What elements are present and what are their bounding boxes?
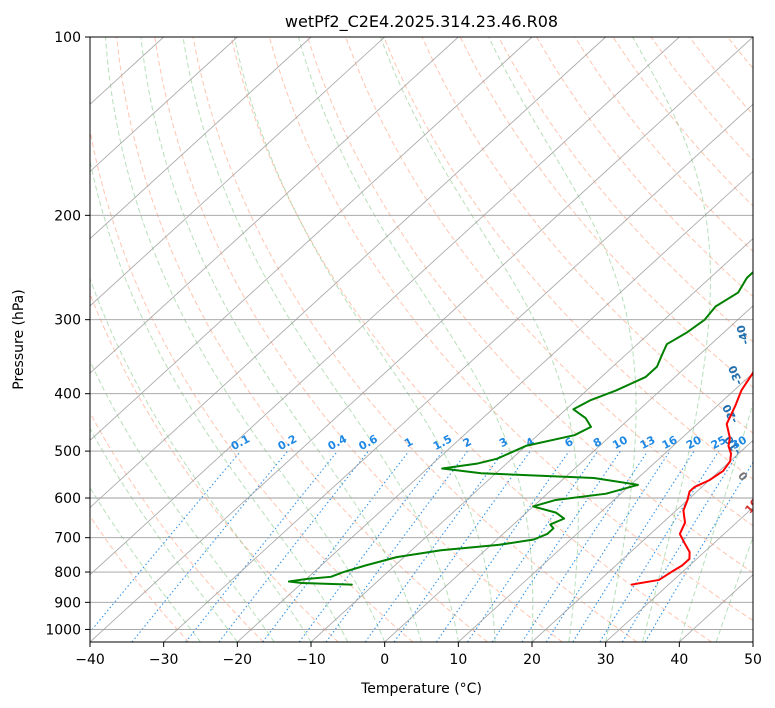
x-tick-label: −20 (223, 652, 253, 668)
moist-adiabat-line (488, 37, 637, 642)
sounding-series (287, 270, 753, 586)
x-tick-label: 50 (744, 652, 762, 668)
mixing-ratio-line (364, 450, 505, 642)
isotherm-line (90, 37, 238, 173)
dry-adiabat-label: -40 (734, 323, 752, 346)
x-tick-label: 0 (380, 652, 389, 668)
mixing-ratio-line (131, 450, 289, 642)
moist-adiabat-line (90, 359, 275, 642)
moist-adiabat-line (632, 37, 712, 642)
dry-adiabat-line (192, 37, 638, 642)
moist-adiabats (90, 37, 753, 642)
dry-adiabat-line (116, 37, 488, 642)
isotherm-line (90, 37, 312, 240)
y-tick-label: 800 (54, 565, 81, 581)
mixing-ratio-line (545, 450, 671, 642)
dry-adiabat-line (421, 37, 753, 434)
pressure-gridlines (90, 37, 753, 630)
dry-adiabat-line (536, 37, 753, 298)
moist-adiabat-line (233, 37, 496, 642)
mixing-ratio-label: 13 (638, 433, 658, 452)
mixing-ratio-line (298, 450, 444, 642)
y-tick-label: 700 (54, 531, 81, 547)
chart-title: wetPf2_C2E4.2025.314.23.46.R08 (285, 12, 558, 32)
mixing-ratio-line (521, 450, 649, 642)
mixing-ratio-label: 30 (729, 433, 749, 452)
isotherm-line (90, 37, 533, 441)
dry-adiabat-line (154, 37, 563, 642)
mixing-ratio-line (185, 450, 338, 642)
isotherm-line (90, 37, 459, 374)
mixing-ratio-line (621, 450, 740, 642)
dry-adiabat-line (90, 127, 414, 642)
dry-adiabat-line (90, 411, 264, 642)
plot-area: -100-90-80-70-60-50-40-30-20-1000.10.20.… (90, 37, 771, 642)
y-tick-label: 900 (54, 595, 81, 611)
axes: −40 −30 −20 −10 0 10 20 30 40 50 100 200 300 400 500 60… (45, 30, 762, 668)
isotherm-line (531, 439, 753, 642)
dry-adiabat-line (497, 37, 753, 343)
x-tick-label: −40 (75, 652, 105, 668)
dry-adiabat-line (307, 37, 753, 574)
x-tick-label: 30 (597, 652, 615, 668)
mixing-ratio-label: 25 (709, 433, 729, 452)
isotherm-line (90, 37, 606, 509)
mixing-ratio-label: 16 (660, 433, 680, 452)
x-tick-label: −10 (296, 652, 326, 668)
x-tick-label: 40 (670, 652, 688, 668)
isotherm-line (90, 37, 680, 576)
x-tick-label: 10 (449, 652, 467, 668)
mixing-ratio-line (325, 450, 468, 642)
y-tick-label: 1000 (45, 622, 81, 638)
y-tick-label: 300 (54, 313, 81, 329)
x-axis-label: Temperature (°C) (360, 681, 482, 697)
moist-adiabat-line (182, 37, 459, 642)
moist-adiabat-line (90, 158, 349, 642)
x-tick-label: 20 (523, 652, 541, 668)
moist-adiabat-line (140, 37, 422, 642)
temperature-line (630, 370, 753, 586)
y-tick-label: 600 (54, 491, 81, 507)
plot-frame (89, 36, 754, 643)
moist-adiabat-label: 20 (751, 523, 771, 543)
isotherm-line (237, 170, 753, 642)
mixing-ratio-label: 36 (750, 433, 770, 452)
mixing-ratio-line (467, 450, 599, 642)
y-tick-label: 200 (54, 208, 81, 224)
moist-adiabat-line (678, 401, 753, 642)
moist-adiabat-line (297, 37, 534, 642)
dewpoint-line (287, 270, 753, 586)
y-tick-label: 500 (54, 444, 81, 460)
isotherm-line (310, 238, 753, 642)
isotherm-line (90, 37, 385, 307)
isotherm-line (90, 37, 753, 642)
dry-adiabat-line (268, 37, 753, 622)
moist-adiabat-line (380, 37, 579, 642)
mixing-ratio-line (572, 450, 695, 642)
x-tick-label: −30 (149, 652, 179, 668)
mixing-ratio-line (262, 450, 410, 642)
isotherm-line (458, 372, 753, 642)
mixing-ratio-label: 20 (684, 433, 704, 452)
isotherm-line (163, 103, 753, 642)
isotherm-line (384, 305, 753, 642)
mixing-ratio-line (435, 450, 570, 642)
mixing-ratio-line (90, 450, 242, 633)
skewed-isotherms (90, 37, 753, 642)
mixing-ratio-label: 10 (610, 433, 630, 452)
y-tick-label: 400 (54, 387, 81, 403)
isotherm-line (605, 506, 753, 642)
moist-adiabat-line (90, 427, 238, 642)
moist-adiabat-label: 10 (742, 496, 762, 516)
y-tick-label: 100 (54, 30, 81, 46)
mixing-ratio-line (491, 450, 621, 642)
moist-adiabat-line (715, 536, 753, 642)
y-axis-label: Pressure (hPa) (11, 289, 27, 389)
